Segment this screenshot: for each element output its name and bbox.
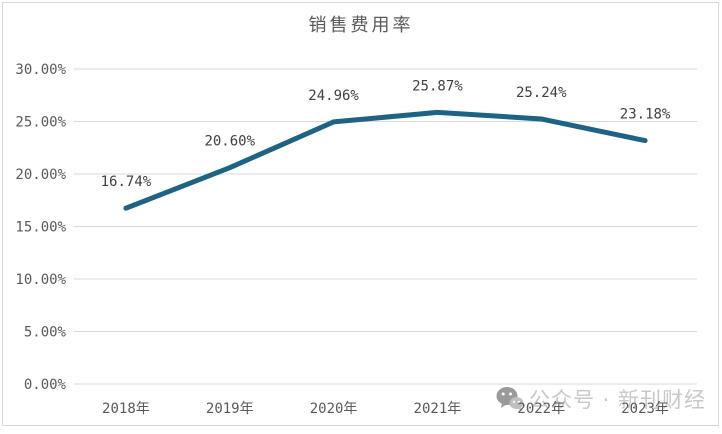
x-tick-label: 2018年 <box>102 401 150 417</box>
data-label: 16.74% <box>101 174 152 190</box>
data-label: 25.24% <box>516 85 567 101</box>
data-label: 20.60% <box>204 134 255 150</box>
watermark: 公众号 · 新刊财经 <box>496 384 706 414</box>
watermark-text: 公众号 · 新刊财经 <box>529 388 707 412</box>
x-tick-label: 2019年 <box>206 401 254 417</box>
chart-title: 销售费用率 <box>308 15 414 36</box>
series-line <box>123 109 648 211</box>
wechat-icon <box>496 387 524 411</box>
y-tick-label: 25.00% <box>15 115 66 131</box>
x-tick-label: 2021年 <box>414 401 462 417</box>
y-tick-label: 30.00% <box>15 62 66 78</box>
x-tick-label: 2020年 <box>310 401 358 417</box>
y-tick-label: 5.00% <box>24 325 67 341</box>
data-label: 24.96% <box>308 88 359 104</box>
y-tick-label: 15.00% <box>15 220 66 236</box>
y-tick-label: 10.00% <box>15 272 66 288</box>
y-tick-label: 0.00% <box>24 377 67 393</box>
data-label: 25.87% <box>412 78 463 94</box>
y-tick-label: 20.00% <box>15 167 66 183</box>
data-label: 23.18% <box>620 107 671 123</box>
x-tick-label: 2023年 <box>621 401 669 417</box>
x-tick-label: 2022年 <box>517 401 565 417</box>
